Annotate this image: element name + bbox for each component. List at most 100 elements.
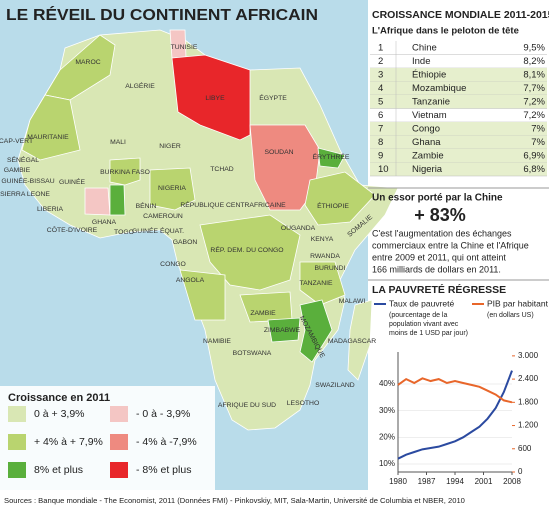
growth: 6,8% — [523, 164, 545, 175]
country-label: CONGO — [160, 261, 186, 268]
country-label: ANGOLA — [176, 277, 205, 284]
title: LE RÉVEIL DU CONTINENT AFRICAIN — [6, 5, 318, 24]
chart: Taux de pauvreté (pourcentage de la popula… — [374, 298, 549, 486]
row-bg — [370, 95, 547, 109]
chart-title: LA PAUVRETÉ RÉGRESSE — [372, 283, 506, 296]
country-label: BURKINA FASO — [100, 169, 150, 176]
country-label: SWAZILAND — [315, 382, 354, 389]
growth: 6,9% — [523, 150, 545, 161]
growth: 8,1% — [523, 69, 545, 80]
country-label: MADAGASCAR — [328, 338, 376, 345]
legend-swatch — [110, 406, 128, 422]
country-label: SÉNÉGAL — [7, 155, 39, 164]
country-label: OUGANDA — [281, 225, 316, 232]
row-bg — [370, 162, 547, 176]
country-label: TANZANIE — [299, 280, 333, 287]
row-bg — [370, 149, 547, 163]
y2-tick-label: 3.000 — [518, 351, 539, 360]
country-label: LIBERIA — [37, 206, 64, 213]
region — [199, 214, 301, 291]
ranking-subtitle: L'Afrique dans le peloton de tête — [372, 26, 519, 37]
x-tick-label: 1980 — [389, 477, 407, 486]
legend-box — [0, 386, 215, 490]
y-tick-label: 40% — [379, 379, 395, 388]
growth: 7,2% — [523, 96, 545, 107]
region — [267, 317, 301, 343]
legend-swatch — [110, 462, 128, 478]
region — [171, 54, 251, 141]
growth: 7% — [531, 137, 545, 148]
rank: 10 — [378, 164, 389, 175]
country-label: KENYA — [311, 236, 334, 243]
y2-tick-label: 600 — [518, 444, 532, 453]
country-label: RWANDA — [310, 253, 340, 260]
country-label: TCHAD — [210, 166, 234, 173]
legend-label: Taux de pauvreté — [389, 298, 454, 308]
country-label: RÉPUBLIQUE CENTRAFRICAINE — [180, 200, 286, 209]
row-bg — [370, 135, 547, 149]
legend-label: 8% et plus — [34, 464, 83, 476]
legend-label: + 4% à + 7,9% — [34, 436, 103, 448]
country: Éthiopie — [412, 69, 446, 80]
country-label: GUINÉE ÉQUAT. — [132, 226, 184, 235]
growth: 9,5% — [523, 42, 545, 53]
row-bg — [370, 68, 547, 82]
country: Vietnam — [412, 110, 447, 121]
region — [299, 299, 333, 363]
country-label: MALAWI — [339, 298, 366, 305]
country-label: BURUNDI — [315, 265, 346, 272]
china-line: commerciaux entre la Chine et l'Afrique — [372, 240, 529, 250]
country: Tanzanie — [412, 96, 450, 107]
row-bg — [370, 122, 547, 136]
country: Ghana — [412, 137, 441, 148]
china-line: 166 milliards de dollars en 2011. — [372, 264, 501, 274]
china-line: C'est l'augmentation des échanges — [372, 228, 512, 238]
country: Mozambique — [412, 83, 466, 94]
country-label: ÉRYTHRÉE — [313, 152, 350, 161]
country-label: MAROC — [75, 59, 100, 66]
country-label: GAMBIE — [4, 167, 31, 174]
china-line: entre 2009 et 2011, qui ont atteint — [372, 252, 506, 262]
country-label: SIERRA LEONE — [0, 191, 50, 198]
region — [317, 147, 346, 169]
row-bg — [370, 81, 547, 95]
legend: 0 à + 3,9% + 4% à + 7,9% 8% et plus - 0 à -… — [8, 406, 197, 478]
rank: 1 — [378, 42, 383, 53]
region — [179, 269, 226, 321]
source: Sources : Banque mondiale - The Economis… — [4, 496, 465, 505]
country-label: SOUDAN — [264, 149, 293, 156]
country-label: BOTSWANA — [233, 350, 272, 357]
y-tick-label: 10% — [379, 459, 395, 468]
legend-title: Croissance en 2011 — [8, 392, 110, 404]
country-label: NAMIBIE — [203, 338, 231, 345]
legend-label: - 0 à - 3,9% — [136, 408, 190, 420]
legend-label: - 4% à -7,9% — [136, 436, 197, 448]
country-label: RÉP. DEM. DU CONGO — [210, 245, 283, 254]
region — [149, 167, 196, 211]
region — [84, 187, 111, 216]
legend-label: 0 à + 3,9% — [34, 408, 85, 420]
growth: 8,2% — [523, 56, 545, 67]
china-text: C'est l'augmentation des échanges commerc… — [372, 228, 529, 274]
country-label: NIGERIA — [158, 185, 186, 192]
legend-note: population vivant avec — [389, 321, 459, 328]
rank: 7 — [378, 123, 383, 134]
country-label: AFRIQUE DU SUD — [218, 402, 276, 409]
region — [299, 261, 346, 306]
rank: 4 — [378, 83, 383, 94]
rank: 5 — [378, 96, 383, 107]
x-tick-label: 2008 — [503, 477, 521, 486]
country: Congo — [412, 123, 440, 134]
country-label: NIGER — [159, 143, 181, 150]
rank: 9 — [378, 150, 383, 161]
y-tick-label: 20% — [379, 432, 395, 441]
ranking-title: CROISSANCE MONDIALE 2011-2015 — [372, 9, 549, 21]
country-label: CAP-VERT — [0, 138, 33, 145]
ranking-table: 1 Chine 9,5% 2 Inde 8,2% 3 Éthiopie 8,1% 4 Mozambi… — [370, 41, 547, 177]
country: Chine — [412, 42, 437, 53]
country-label: GHANA — [92, 219, 117, 226]
country-label: GUINÉE-BISSAU — [1, 176, 54, 185]
legend-swatch — [8, 434, 26, 450]
country-label: CAMEROUN — [143, 213, 183, 220]
country-label: ZIMBABWE — [264, 327, 301, 334]
